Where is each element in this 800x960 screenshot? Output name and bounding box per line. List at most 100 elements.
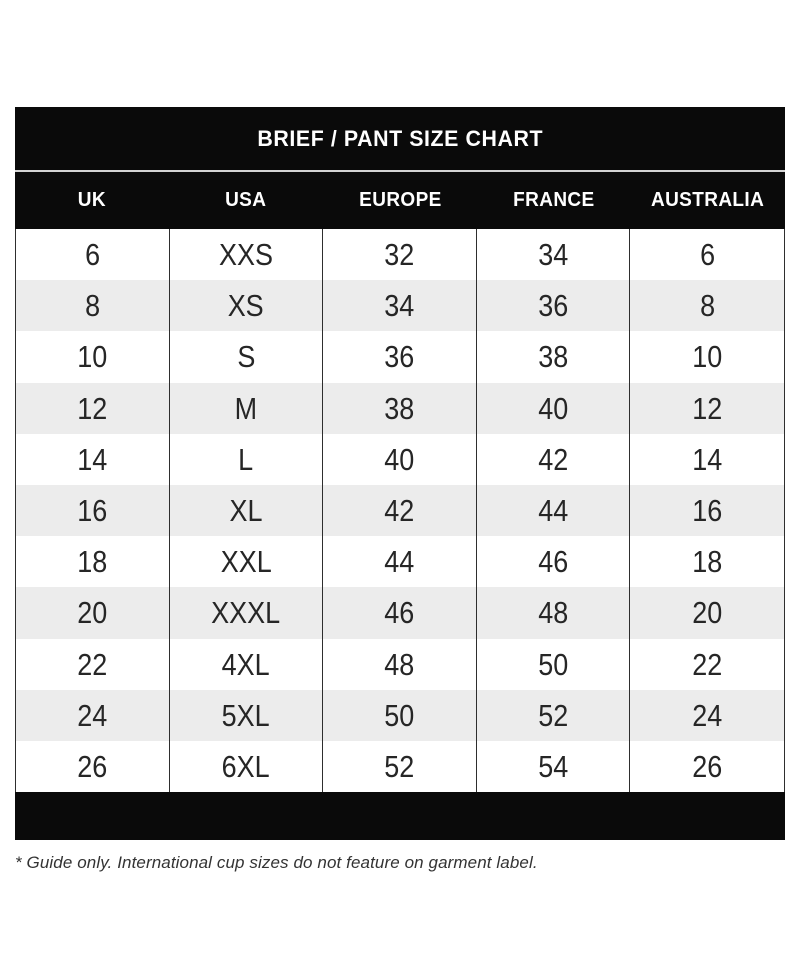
table-row: 20 XXXL 46 48 20 — [16, 587, 784, 639]
column-header-row: UK USA EUROPE FRANCE AUSTRALIA — [15, 172, 785, 229]
cell-value: 36 — [384, 339, 415, 375]
cell-value: 38 — [538, 339, 569, 375]
cell-value: 48 — [538, 595, 569, 631]
table-cell-europe: 32 — [323, 229, 477, 281]
cell-value: 6 — [699, 237, 715, 273]
cell-value: 22 — [77, 646, 108, 682]
table-cell-australia: 8 — [630, 280, 784, 331]
cell-value: XL — [229, 493, 263, 529]
table-cell-france: 34 — [477, 229, 631, 281]
table-cell-australia: 16 — [630, 485, 784, 536]
cell-value: XXS — [218, 237, 273, 273]
table-row: 6 XXS 32 34 6 — [16, 229, 784, 281]
cell-value: 50 — [384, 697, 415, 733]
chart-title: BRIEF / PANT SIZE CHART — [257, 125, 543, 151]
table-cell-france: 48 — [477, 587, 631, 639]
cell-value: M — [234, 390, 258, 426]
cell-value: 4XL — [221, 646, 270, 682]
table-cell-france: 44 — [477, 484, 631, 537]
cell-value: 42 — [384, 493, 415, 529]
cell-value: 18 — [692, 544, 723, 580]
column-header-australia: AUSTRALIA — [631, 189, 785, 212]
cell-value: 6XL — [221, 748, 270, 784]
cell-value: 52 — [384, 748, 415, 784]
table-cell-europe: 40 — [323, 433, 477, 485]
table-row: 18 XXL 44 46 18 — [16, 536, 784, 588]
cell-value: 40 — [538, 390, 569, 426]
table-cell-australia: 12 — [630, 383, 784, 434]
table-cell-europe: 46 — [323, 587, 477, 639]
table-cell-uk: 8 — [16, 280, 170, 332]
table-cell-usa: 6XL — [170, 740, 324, 793]
column-header-europe: EUROPE — [323, 189, 477, 212]
cell-value: 44 — [384, 544, 415, 580]
table-cell-europe: 52 — [323, 740, 477, 793]
table-cell-usa: XL — [170, 484, 324, 537]
cell-value: 44 — [538, 493, 569, 529]
table-cell-uk: 22 — [16, 638, 170, 690]
cell-value: 10 — [692, 339, 723, 375]
cell-value: 36 — [538, 288, 569, 324]
table-cell-australia: 24 — [630, 690, 784, 741]
column-header-label: AUSTRALIA — [651, 189, 765, 211]
cell-value: 46 — [384, 595, 415, 631]
table-cell-australia: 18 — [630, 536, 784, 587]
cell-value: 8 — [84, 288, 100, 324]
cell-value: 26 — [77, 748, 108, 784]
table-cell-uk: 14 — [16, 433, 170, 485]
table-cell-australia: 20 — [630, 587, 784, 638]
cell-value: XXXL — [211, 595, 281, 631]
column-header-label: USA — [225, 189, 267, 211]
cell-value: 24 — [692, 697, 723, 733]
cell-value: L — [238, 441, 254, 477]
cell-value: 50 — [538, 646, 569, 682]
table-cell-uk: 24 — [16, 689, 170, 741]
size-table-body: 6 XXS 32 34 6 — [15, 229, 785, 793]
table-cell-usa: 4XL — [170, 638, 324, 690]
table-cell-uk: 6 — [16, 229, 170, 281]
cell-value: 10 — [77, 339, 108, 375]
cell-value: 54 — [538, 748, 569, 784]
cell-value: 20 — [77, 595, 108, 631]
table-cell-uk: 26 — [16, 740, 170, 793]
table-cell-france: 42 — [477, 433, 631, 485]
table-cell-usa: S — [170, 331, 324, 383]
column-header-label: EUROPE — [358, 189, 442, 211]
table-cell-australia: 6 — [630, 229, 784, 280]
cell-value: 16 — [77, 493, 108, 529]
table-cell-europe: 48 — [323, 638, 477, 690]
cell-value: 48 — [384, 646, 415, 682]
cell-value: 34 — [538, 237, 569, 273]
cell-value: 12 — [77, 390, 108, 426]
cell-value: 6 — [84, 237, 100, 273]
column-header-france: FRANCE — [477, 189, 631, 212]
table-cell-france: 46 — [477, 536, 631, 588]
cell-value: 32 — [384, 237, 415, 273]
table-cell-australia: 26 — [630, 741, 784, 792]
table-cell-uk: 16 — [16, 484, 170, 537]
cell-value: 46 — [538, 544, 569, 580]
table-cell-europe: 44 — [323, 536, 477, 588]
column-header-uk: UK — [15, 189, 169, 212]
table-cell-usa: XXS — [170, 229, 324, 281]
cell-value: 34 — [384, 288, 415, 324]
table-cell-uk: 12 — [16, 382, 170, 434]
cell-value: S — [236, 339, 255, 375]
table-row: 14 L 40 42 14 — [16, 433, 784, 485]
table-cell-australia: 10 — [630, 331, 784, 382]
table-row: 24 5XL 50 52 24 — [16, 689, 784, 741]
table-cell-europe: 38 — [323, 382, 477, 434]
table-cell-europe: 42 — [323, 484, 477, 537]
table-row: 10 S 36 38 10 — [16, 331, 784, 383]
table-row: 12 M 38 40 12 — [16, 382, 784, 434]
table-cell-australia: 14 — [630, 434, 784, 485]
table-cell-france: 54 — [477, 740, 631, 793]
cell-value: 22 — [692, 646, 723, 682]
cell-value: 12 — [692, 390, 723, 426]
column-header-label: UK — [77, 189, 107, 211]
column-header-label: FRANCE — [513, 189, 595, 211]
size-chart: BRIEF / PANT SIZE CHART UK USA EUROPE FR… — [15, 107, 785, 873]
cell-value: 18 — [77, 544, 108, 580]
chart-title-bar: BRIEF / PANT SIZE CHART — [15, 107, 785, 170]
cell-value: 24 — [77, 697, 108, 733]
